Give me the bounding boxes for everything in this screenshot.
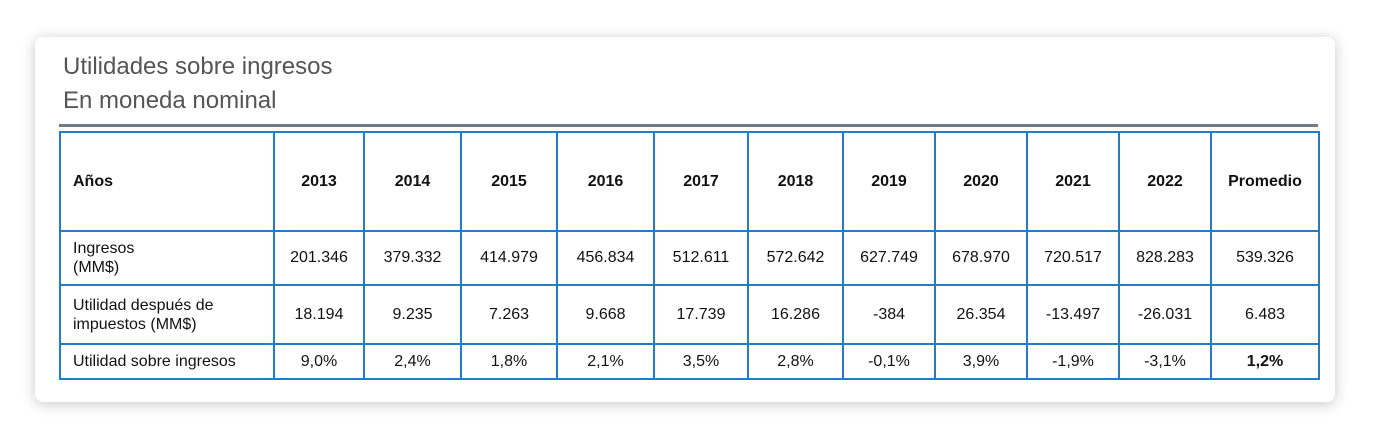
- page-subtitle: En moneda nominal: [63, 87, 277, 114]
- table-cell: 9,0%: [273, 343, 365, 380]
- table-cell: 9.668: [556, 284, 655, 345]
- table-cell: 2,1%: [556, 343, 655, 380]
- row-label-line1: Utilidad después de: [73, 296, 214, 314]
- header-cell-years: Años: [59, 131, 275, 232]
- table-cell: 828.283: [1118, 230, 1212, 286]
- table-card: Utilidades sobre ingresos En moneda nomi…: [35, 37, 1335, 402]
- table-cell: -3,1%: [1118, 343, 1212, 380]
- header-cell-2021: 2021: [1026, 131, 1120, 232]
- table-cell: 512.611: [653, 230, 749, 286]
- table-cell: 201.346: [273, 230, 365, 286]
- table-cell: 456.834: [556, 230, 655, 286]
- data-table: Años 2013 2014 2015 2016 2017 2018 2019 …: [59, 131, 1320, 380]
- row-label-line1: Ingresos: [73, 240, 135, 257]
- header-cell-2016: 2016: [556, 131, 655, 232]
- table-cell: 414.979: [460, 230, 558, 286]
- table-cell: -384: [842, 284, 936, 345]
- title-block: Utilidades sobre ingresos En moneda nomi…: [63, 50, 332, 118]
- header-cell-2020: 2020: [934, 131, 1028, 232]
- header-row: Años 2013 2014 2015 2016 2017 2018 2019 …: [59, 131, 1320, 232]
- table-cell: 17.739: [653, 284, 749, 345]
- table-cell: 16.286: [747, 284, 844, 345]
- row-label-line2: impuestos (MM$): [73, 315, 197, 333]
- table-row-margen: Utilidad sobre ingresos 9,0% 2,4% 1,8% 2…: [59, 343, 1320, 380]
- table-cell: 3,9%: [934, 343, 1028, 380]
- table-cell-average: 6.483: [1210, 284, 1320, 345]
- header-cell-2015: 2015: [460, 131, 558, 232]
- row-label: Utilidad después de impuestos (MM$): [59, 284, 275, 345]
- table-cell: 2,8%: [747, 343, 844, 380]
- row-label-line1: Utilidad sobre ingresos: [73, 353, 236, 370]
- table-row-ingresos: Ingresos (MM$) 201.346 379.332 414.979 45…: [59, 230, 1320, 286]
- table-cell: 18.194: [273, 284, 365, 345]
- header-cell-2019: 2019: [842, 131, 936, 232]
- table-cell: -0,1%: [842, 343, 936, 380]
- table-cell: -13.497: [1026, 284, 1120, 345]
- header-cell-average: Promedio: [1210, 131, 1320, 232]
- table-cell-average: 539.326: [1210, 230, 1320, 286]
- table-cell: 678.970: [934, 230, 1028, 286]
- table-cell: 9.235: [363, 284, 462, 345]
- row-label: Ingresos (MM$): [59, 230, 275, 286]
- row-label: Utilidad sobre ingresos: [59, 343, 275, 380]
- table-cell: 7.263: [460, 284, 558, 345]
- header-cell-2017: 2017: [653, 131, 749, 232]
- table-cell: -26.031: [1118, 284, 1212, 345]
- table-cell: 2,4%: [363, 343, 462, 380]
- header-cell-2022: 2022: [1118, 131, 1212, 232]
- table-cell-average: 1,2%: [1210, 343, 1320, 380]
- table-row-utilidad: Utilidad después de impuestos (MM$) 18.19…: [59, 284, 1320, 345]
- table-cell: 26.354: [934, 284, 1028, 345]
- header-cell-2018: 2018: [747, 131, 844, 232]
- header-cell-2014: 2014: [363, 131, 462, 232]
- table-cell: -1,9%: [1026, 343, 1120, 380]
- header-cell-2013: 2013: [273, 131, 365, 232]
- table-cell: 379.332: [363, 230, 462, 286]
- page-title: Utilidades sobre ingresos: [63, 53, 333, 80]
- table-cell: 720.517: [1026, 230, 1120, 286]
- table-cell: 627.749: [842, 230, 936, 286]
- row-label-line2: (MM$): [73, 259, 120, 276]
- table-cell: 3,5%: [653, 343, 749, 380]
- table-cell: 572.642: [747, 230, 844, 286]
- table-cell: 1,8%: [460, 343, 558, 380]
- title-divider: [59, 124, 1318, 127]
